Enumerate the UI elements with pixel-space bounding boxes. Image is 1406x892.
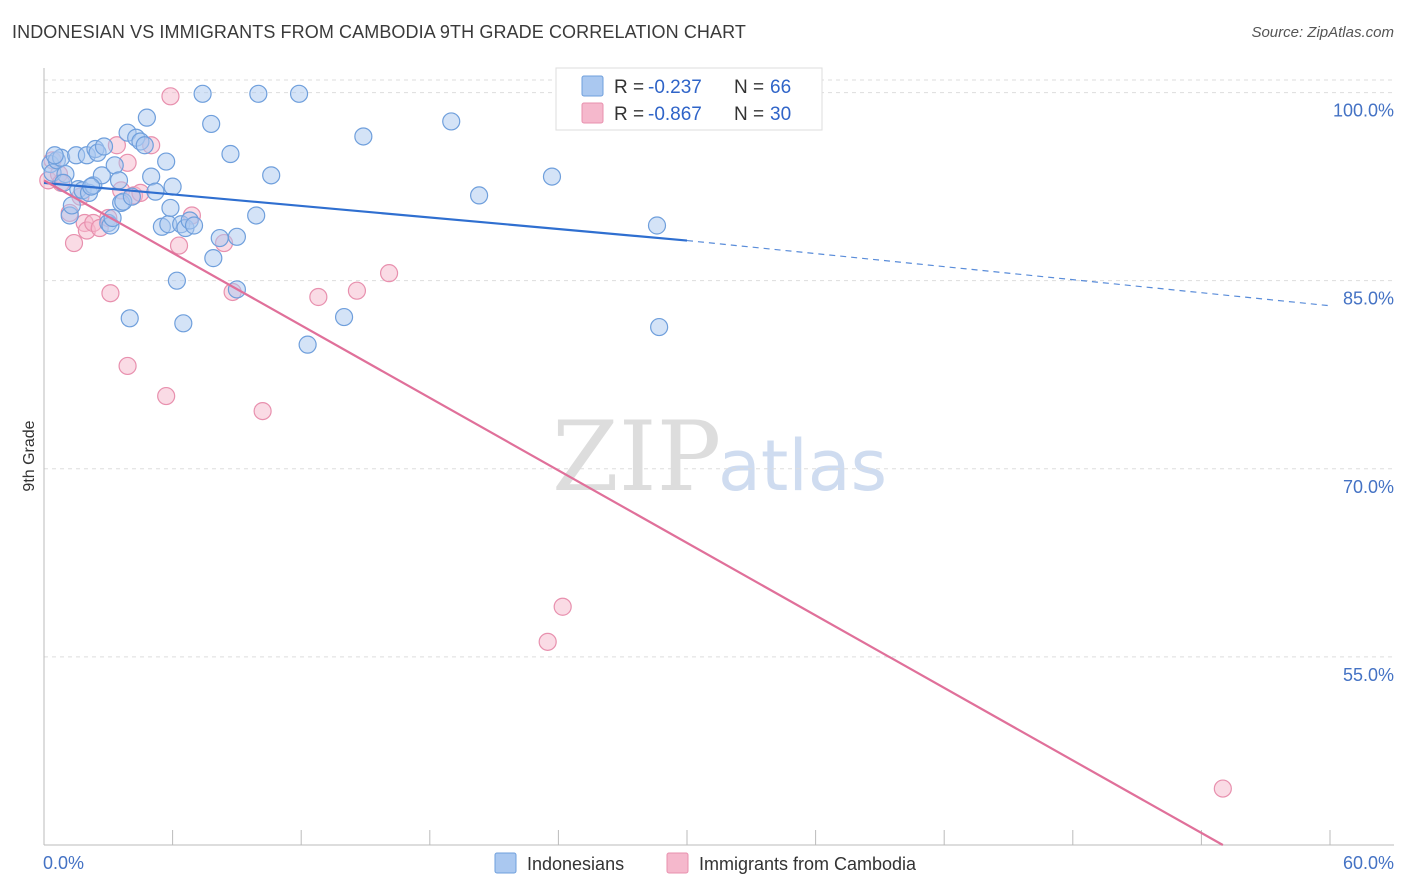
trend-lines [43,179,1331,846]
point-indonesians-51 [334,307,354,327]
stats-legend-r-label-blue: R = [614,77,644,98]
point-cambodia-21 [161,87,180,106]
point-cambodia-31 [538,632,557,651]
point-indonesians-15 [94,137,114,156]
point-cambodia-32 [1213,779,1232,798]
point-indonesians-33 [161,198,180,218]
point-indonesians-55 [542,167,562,186]
point-cambodia-28 [347,281,367,300]
point-indonesians-64 [227,227,246,246]
stats-legend-n-label-blue: N = [734,77,764,98]
point-cambodia-22 [169,236,189,255]
trend-line-indonesians-extrapolated [686,239,1331,307]
point-indonesians-47 [249,84,268,103]
y-tick-labels: 100.0% 85.0% 70.0% 55.0% [1333,101,1394,685]
point-indonesians-52 [354,127,373,146]
x-tick-label-max: 60.0% [1343,853,1394,873]
point-indonesians-39 [184,216,204,235]
point-indonesians-19 [109,171,129,190]
y-tick-label-1: 85.0% [1343,289,1394,309]
stats-legend: R = -0.237 N = 66 R = -0.867 N = 30 [555,67,823,131]
point-cambodia-20 [157,386,176,406]
stats-legend-r-label-pink: R = [614,104,644,125]
legend-label-cambodia: Immigrants from Cambodia [699,854,917,874]
point-cambodia-16 [118,356,137,376]
y-axis-title: 9th Grade [21,420,38,491]
point-indonesians-43 [210,228,229,248]
y-tick-label-3: 55.0% [1343,665,1394,685]
trend-line-cambodia [43,179,1224,846]
point-indonesians-63 [163,177,182,196]
stats-legend-n-value-blue: 66 [770,77,791,98]
stats-legend-r-value-blue: -0.237 [648,77,702,98]
series-legend: Indonesians Immigrants from Cambodia [494,852,917,874]
axes [43,68,1394,846]
x-tick-label-min: 0.0% [43,853,84,873]
trend-line-indonesians [43,181,688,242]
legend-swatch-cambodia [666,852,689,874]
chart-title: INDONESIAN VS IMMIGRANTS FROM CAMBODIA 9… [12,22,747,42]
point-cambodia-12 [101,284,120,303]
point-indonesians-49 [289,84,309,103]
source-note: Source: ZipAtlas.com [1251,24,1394,41]
point-indonesians-26 [135,136,154,155]
stats-legend-swatch-blue [581,75,604,97]
point-indonesians-28 [142,167,161,186]
point-indonesians-58 [120,309,139,328]
point-indonesians-46 [247,206,266,225]
point-indonesians-59 [45,146,64,165]
point-indonesians-53 [442,112,461,131]
point-indonesians-27 [137,108,156,127]
watermark-atlas: atlas [718,425,887,507]
point-indonesians-40 [193,84,212,103]
stats-legend-n-label-pink: N = [734,104,764,125]
point-indonesians-48 [262,166,281,185]
point-indonesians-42 [204,249,223,268]
y-tick-label-2: 70.0% [1343,477,1394,497]
point-indonesians-18 [105,156,124,175]
point-indonesians-56 [647,216,667,235]
point-indonesians-34 [167,271,186,290]
stats-legend-swatch-pink [581,102,604,124]
point-indonesians-50 [298,335,317,354]
point-indonesians-36 [174,314,193,333]
point-indonesians-54 [469,186,489,205]
y-tick-label-0: 100.0% [1333,101,1394,121]
stats-legend-r-value-pink: -0.867 [648,104,702,125]
watermark-zip: ZIP [552,401,721,513]
point-cambodia-27 [309,287,328,307]
series-indonesians-points [41,84,669,354]
point-cambodia-29 [379,264,399,283]
point-indonesians-57 [650,317,669,337]
legend-swatch-indonesians [494,852,517,874]
point-cambodia-5 [64,233,84,253]
gridlines [44,79,1394,658]
legend-label-indonesians: Indonesians [527,854,624,874]
point-cambodia-30 [553,597,572,616]
point-indonesians-31 [157,152,176,171]
point-indonesians-44 [221,144,240,164]
stats-legend-n-value-pink: 30 [770,104,791,125]
point-cambodia-26 [253,402,272,421]
point-indonesians-14 [92,166,111,185]
point-indonesians-41 [202,114,221,134]
point-indonesians-23 [122,187,141,206]
